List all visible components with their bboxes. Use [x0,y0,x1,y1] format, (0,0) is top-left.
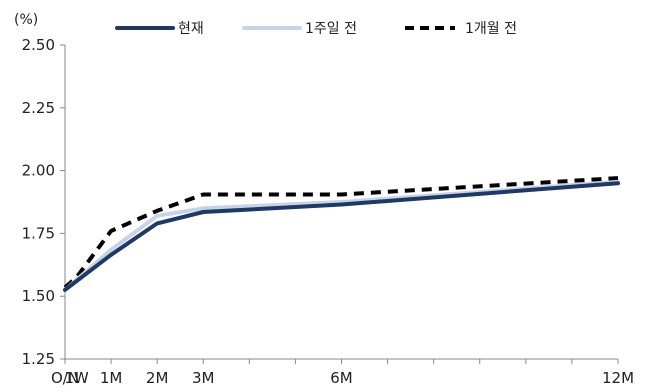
y-tick-label: 1.75 [22,224,55,242]
series-line-1 [63,179,620,292]
axes: 1.25 1.50 1.75 2.00 2.25 2.50 O/N1W 1M 2M 3M 6M 12M [22,36,634,387]
series-line-2 [63,176,619,289]
x-tick-label: 1M [100,369,123,387]
x-tick-label: 1W [64,369,89,387]
legend-label-2: 1개월 전 [465,21,517,37]
y-tick-label: 2.00 [22,162,55,180]
x-tick-label: 12M [602,369,634,387]
y-tick-label: 2.25 [22,99,55,117]
y-unit-label: (%) [14,12,38,28]
x-tick-label: 3M [192,369,215,387]
y-tick-label: 1.25 [22,350,55,368]
x-tick-label: O/N [51,369,79,387]
y-tick-label: 1.50 [22,287,55,305]
series-layer [63,176,620,292]
x-tick-label: 6M [330,369,353,387]
y-tick-label: 2.50 [22,36,55,54]
legend-label-0: 현재 [178,21,204,37]
legend: 현재 1주일 전 1개월 전 [115,21,517,37]
legend-label-1: 1주일 전 [305,21,357,37]
series-line-0 [63,181,620,292]
x-tick-label: 2M [146,369,169,387]
